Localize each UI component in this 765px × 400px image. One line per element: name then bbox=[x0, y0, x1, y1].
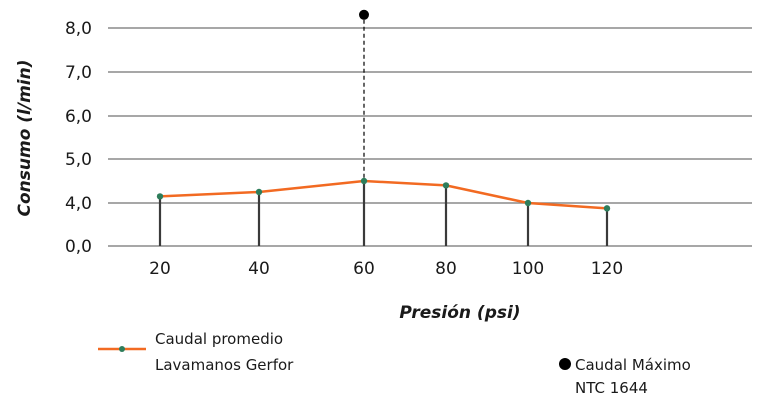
x-tick-labels: 20 40 60 80 100 120 bbox=[149, 259, 623, 279]
y-tick-label: 5,0 bbox=[65, 150, 92, 170]
x-tick-label: 100 bbox=[512, 259, 544, 279]
x-axis-title: Presión (psi) bbox=[399, 303, 520, 323]
legend-reference-label-line1: Caudal Máximo bbox=[575, 356, 691, 374]
legend-reference-marker bbox=[559, 358, 571, 370]
y-tick-label: 6,0 bbox=[65, 107, 92, 127]
data-point bbox=[156, 193, 164, 200]
series-points bbox=[156, 177, 611, 212]
y-tick-labels: 0,0 4,0 5,0 6,0 7,0 8,0 bbox=[65, 19, 92, 257]
y-tick-label: 4,0 bbox=[65, 194, 92, 214]
x-tick-label: 80 bbox=[435, 259, 457, 279]
reference-point bbox=[359, 9, 369, 20]
stems bbox=[158, 181, 609, 246]
data-point bbox=[524, 199, 532, 207]
y-axis-title: Consumo (l/min) bbox=[15, 59, 35, 216]
gridlines bbox=[108, 27, 752, 247]
data-point bbox=[603, 205, 611, 212]
y-tick-label: 0,0 bbox=[65, 237, 92, 257]
series-line bbox=[159, 179, 608, 210]
x-tick-label: 120 bbox=[591, 259, 623, 279]
y-tick-label: 7,0 bbox=[65, 63, 92, 83]
x-tick-label: 20 bbox=[149, 259, 171, 279]
legend-reference-label-line2: NTC 1644 bbox=[575, 379, 648, 397]
legend-item-reference: Caudal Máximo NTC 1644 bbox=[559, 356, 691, 397]
legend-series-label-line2: Lavamanos Gerfor bbox=[155, 356, 294, 374]
x-tick-label: 60 bbox=[353, 259, 375, 279]
data-point bbox=[255, 188, 263, 196]
data-point bbox=[442, 182, 450, 189]
legend-item-series: Caudal promedio Lavamanos Gerfor bbox=[98, 330, 294, 374]
legend: Caudal promedio Lavamanos Gerfor Caudal … bbox=[98, 330, 691, 397]
data-point bbox=[360, 177, 368, 185]
y-tick-label: 8,0 bbox=[65, 19, 92, 39]
legend-series-label-line1: Caudal promedio bbox=[155, 330, 283, 348]
legend-series-marker bbox=[119, 346, 125, 352]
x-tick-label: 40 bbox=[248, 259, 270, 279]
